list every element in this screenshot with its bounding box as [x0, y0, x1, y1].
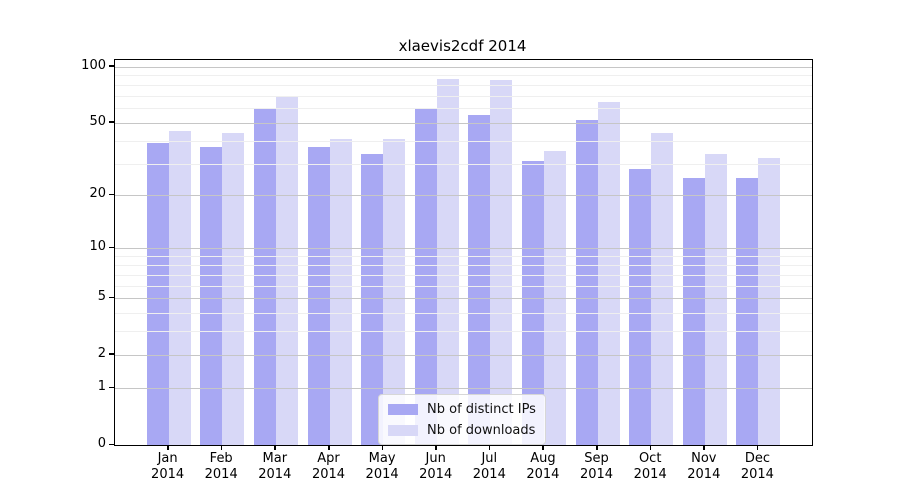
y-tick-label: 0 — [97, 436, 106, 451]
x-tick-label: Dec 2014 — [740, 451, 774, 482]
y-tick-label: 2 — [97, 345, 106, 361]
bar-downloads — [383, 138, 406, 445]
gridline-minor — [115, 285, 812, 287]
gridline-major — [115, 298, 812, 300]
legend-item-downloads: Nb of downloads — [388, 421, 536, 439]
y-tick-label: 1 — [97, 379, 106, 395]
gridline-minor — [115, 75, 812, 77]
x-tick — [703, 445, 705, 450]
y-tick-label: 50 — [89, 113, 106, 129]
bar-distinct-ips — [682, 177, 705, 445]
y-tick-label: 20 — [89, 186, 106, 202]
x-tick-label: Oct 2014 — [633, 451, 667, 482]
legend-item-distinct-ips: Nb of distinct IPs — [388, 400, 536, 418]
bar-distinct-ips — [521, 160, 544, 445]
bar-downloads — [168, 131, 191, 445]
bar-distinct-ips — [146, 142, 169, 445]
x-tick-label: Aug 2014 — [526, 451, 560, 482]
gridline-minor — [115, 256, 812, 258]
x-tick — [596, 445, 598, 450]
y-tick — [109, 443, 114, 445]
y-tick — [109, 296, 114, 299]
plot-area: Nb of distinct IPs Nb of downloads — [114, 59, 813, 446]
gridline-major — [115, 66, 812, 68]
gridline-minor — [115, 84, 812, 86]
gridline-minor — [115, 108, 812, 109]
bar-distinct-ips — [200, 146, 223, 445]
bar-downloads — [758, 158, 781, 445]
bar-downloads — [222, 133, 245, 445]
y-tick — [109, 386, 114, 389]
x-tick — [328, 445, 330, 450]
bar-distinct-ips — [629, 169, 652, 445]
x-tick-label: Sep 2014 — [579, 451, 614, 482]
gridline-major — [115, 195, 812, 197]
y-tick-label: 100 — [81, 57, 106, 73]
bar-downloads — [490, 79, 513, 445]
x-tick-label: May 2014 — [365, 451, 399, 482]
x-tick-label: Jan 2014 — [151, 451, 185, 482]
gridline-minor — [115, 95, 812, 97]
bar-distinct-ips — [361, 153, 384, 445]
legend-swatch-distinct-ips — [388, 403, 418, 415]
bar-distinct-ips — [575, 119, 598, 445]
bar-distinct-ips — [253, 108, 276, 445]
gridline-minor — [115, 140, 812, 142]
bar-downloads — [704, 153, 727, 445]
legend-swatch-downloads — [388, 424, 418, 436]
gridline-major — [115, 248, 812, 250]
x-tick — [435, 445, 437, 450]
x-tick — [274, 445, 276, 450]
legend-label-downloads: Nb of downloads — [427, 422, 536, 438]
x-tick-label: Jun 2014 — [419, 451, 453, 482]
x-tick — [756, 445, 759, 450]
x-tick — [381, 445, 384, 450]
bar-downloads — [275, 96, 298, 445]
y-tick — [109, 353, 114, 355]
y-tick — [109, 121, 114, 123]
gridline-major — [115, 354, 812, 356]
bar-distinct-ips — [307, 146, 330, 445]
bar-downloads — [651, 133, 674, 445]
y-tick — [109, 65, 114, 67]
y-tick — [109, 193, 114, 196]
y-tick-label: 10 — [89, 239, 106, 255]
gridline-minor — [115, 313, 812, 315]
gridline-minor — [115, 331, 812, 333]
chart-title: xlaevis2cdf 2014 — [398, 37, 527, 55]
gridline-minor — [115, 274, 812, 276]
bar-distinct-ips — [736, 177, 759, 445]
x-tick — [220, 445, 223, 450]
x-tick-label: Feb 2014 — [204, 451, 238, 482]
x-tick-label: Mar 2014 — [258, 451, 292, 482]
gridline-major — [115, 388, 812, 390]
bar-distinct-ips — [414, 108, 437, 445]
legend: Nb of distinct IPs Nb of downloads — [378, 394, 546, 445]
y-tick — [109, 246, 114, 249]
y-tick-label: 5 — [97, 289, 106, 305]
bar-downloads — [329, 138, 352, 445]
legend-label-distinct-ips: Nb of distinct IPs — [427, 401, 536, 417]
x-tick — [542, 445, 544, 450]
x-tick — [649, 445, 652, 450]
gridline-minor — [115, 163, 812, 165]
gridline-major — [115, 122, 812, 124]
x-tick — [167, 445, 169, 450]
gridline-minor — [115, 264, 812, 266]
bar-distinct-ips — [468, 115, 491, 445]
x-tick — [488, 445, 491, 450]
x-tick-label: Nov 2014 — [687, 451, 721, 482]
bar-downloads — [436, 78, 459, 445]
bar-downloads — [597, 101, 620, 445]
x-tick-label: Apr 2014 — [311, 451, 346, 482]
x-tick-label: Jul 2014 — [472, 451, 506, 482]
